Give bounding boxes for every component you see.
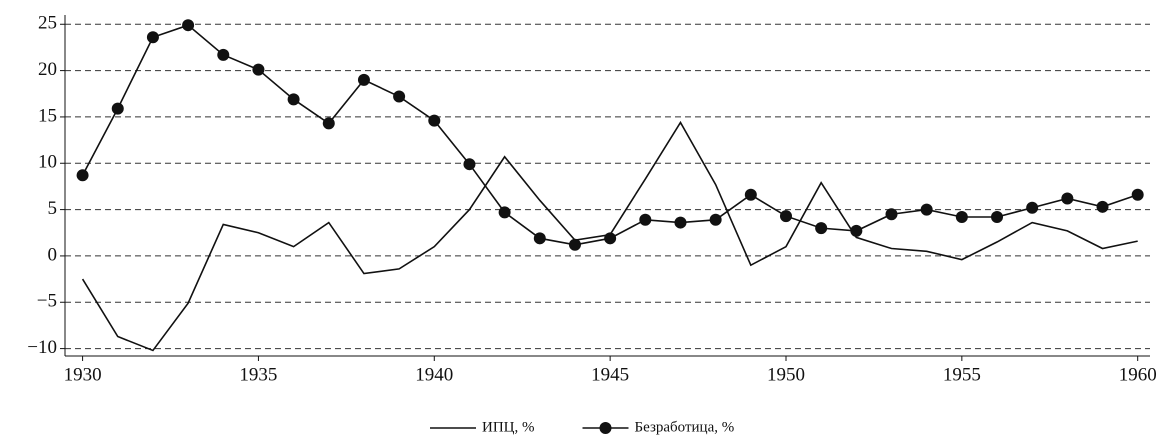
series-point: [287, 93, 300, 106]
series-point: [604, 232, 617, 245]
series-point: [991, 211, 1004, 224]
series-line: [81, 24, 1138, 246]
series-point: [744, 188, 757, 201]
series-point: [709, 213, 722, 226]
series-point: [955, 211, 968, 224]
y-tick-label: 5: [48, 198, 58, 219]
series-point: [498, 206, 511, 219]
series-point: [217, 48, 230, 61]
y-tick-label: 0: [48, 244, 58, 265]
x-tick-label: 1960: [1119, 364, 1157, 385]
series-point: [639, 213, 652, 226]
series-point: [1061, 192, 1074, 205]
series-point: [252, 63, 265, 76]
y-tick-label: 10: [38, 152, 57, 173]
x-tick-label: 1950: [767, 364, 805, 385]
x-tick-label: 1935: [239, 364, 277, 385]
series-point: [1026, 201, 1039, 214]
series-point: [533, 232, 546, 245]
series-point: [428, 114, 441, 127]
series-point: [393, 90, 406, 103]
series-point: [1096, 200, 1109, 213]
series-point: [568, 238, 581, 251]
legend-label: Безработица, %: [635, 419, 735, 435]
x-tick-label: 1930: [64, 364, 102, 385]
series-point: [322, 117, 335, 130]
series-point: [885, 208, 898, 221]
y-tick-label: −5: [37, 291, 57, 312]
series-point: [357, 73, 370, 86]
series-point: [815, 222, 828, 235]
y-tick-label: 15: [38, 105, 57, 126]
series-point: [146, 31, 159, 44]
series-point: [1131, 188, 1144, 201]
series-point: [111, 102, 124, 115]
series-point: [182, 19, 195, 32]
series-point: [920, 203, 933, 216]
series-point: [76, 169, 89, 182]
y-tick-label: 20: [38, 59, 57, 80]
legend: ИПЦ, % Безработица, %: [430, 419, 734, 435]
legend-label: ИПЦ, %: [482, 419, 535, 435]
y-tick-label: 25: [38, 13, 57, 34]
x-tick-label: 1945: [591, 364, 629, 385]
series-point: [463, 158, 476, 171]
y-tick-label: −10: [27, 337, 57, 358]
series-point: [674, 216, 687, 229]
x-tick-label: 1940: [415, 364, 453, 385]
x-tick-label: 1955: [943, 364, 981, 385]
series-point: [850, 224, 863, 237]
legend-marker: [599, 422, 612, 434]
series-point: [779, 210, 792, 223]
